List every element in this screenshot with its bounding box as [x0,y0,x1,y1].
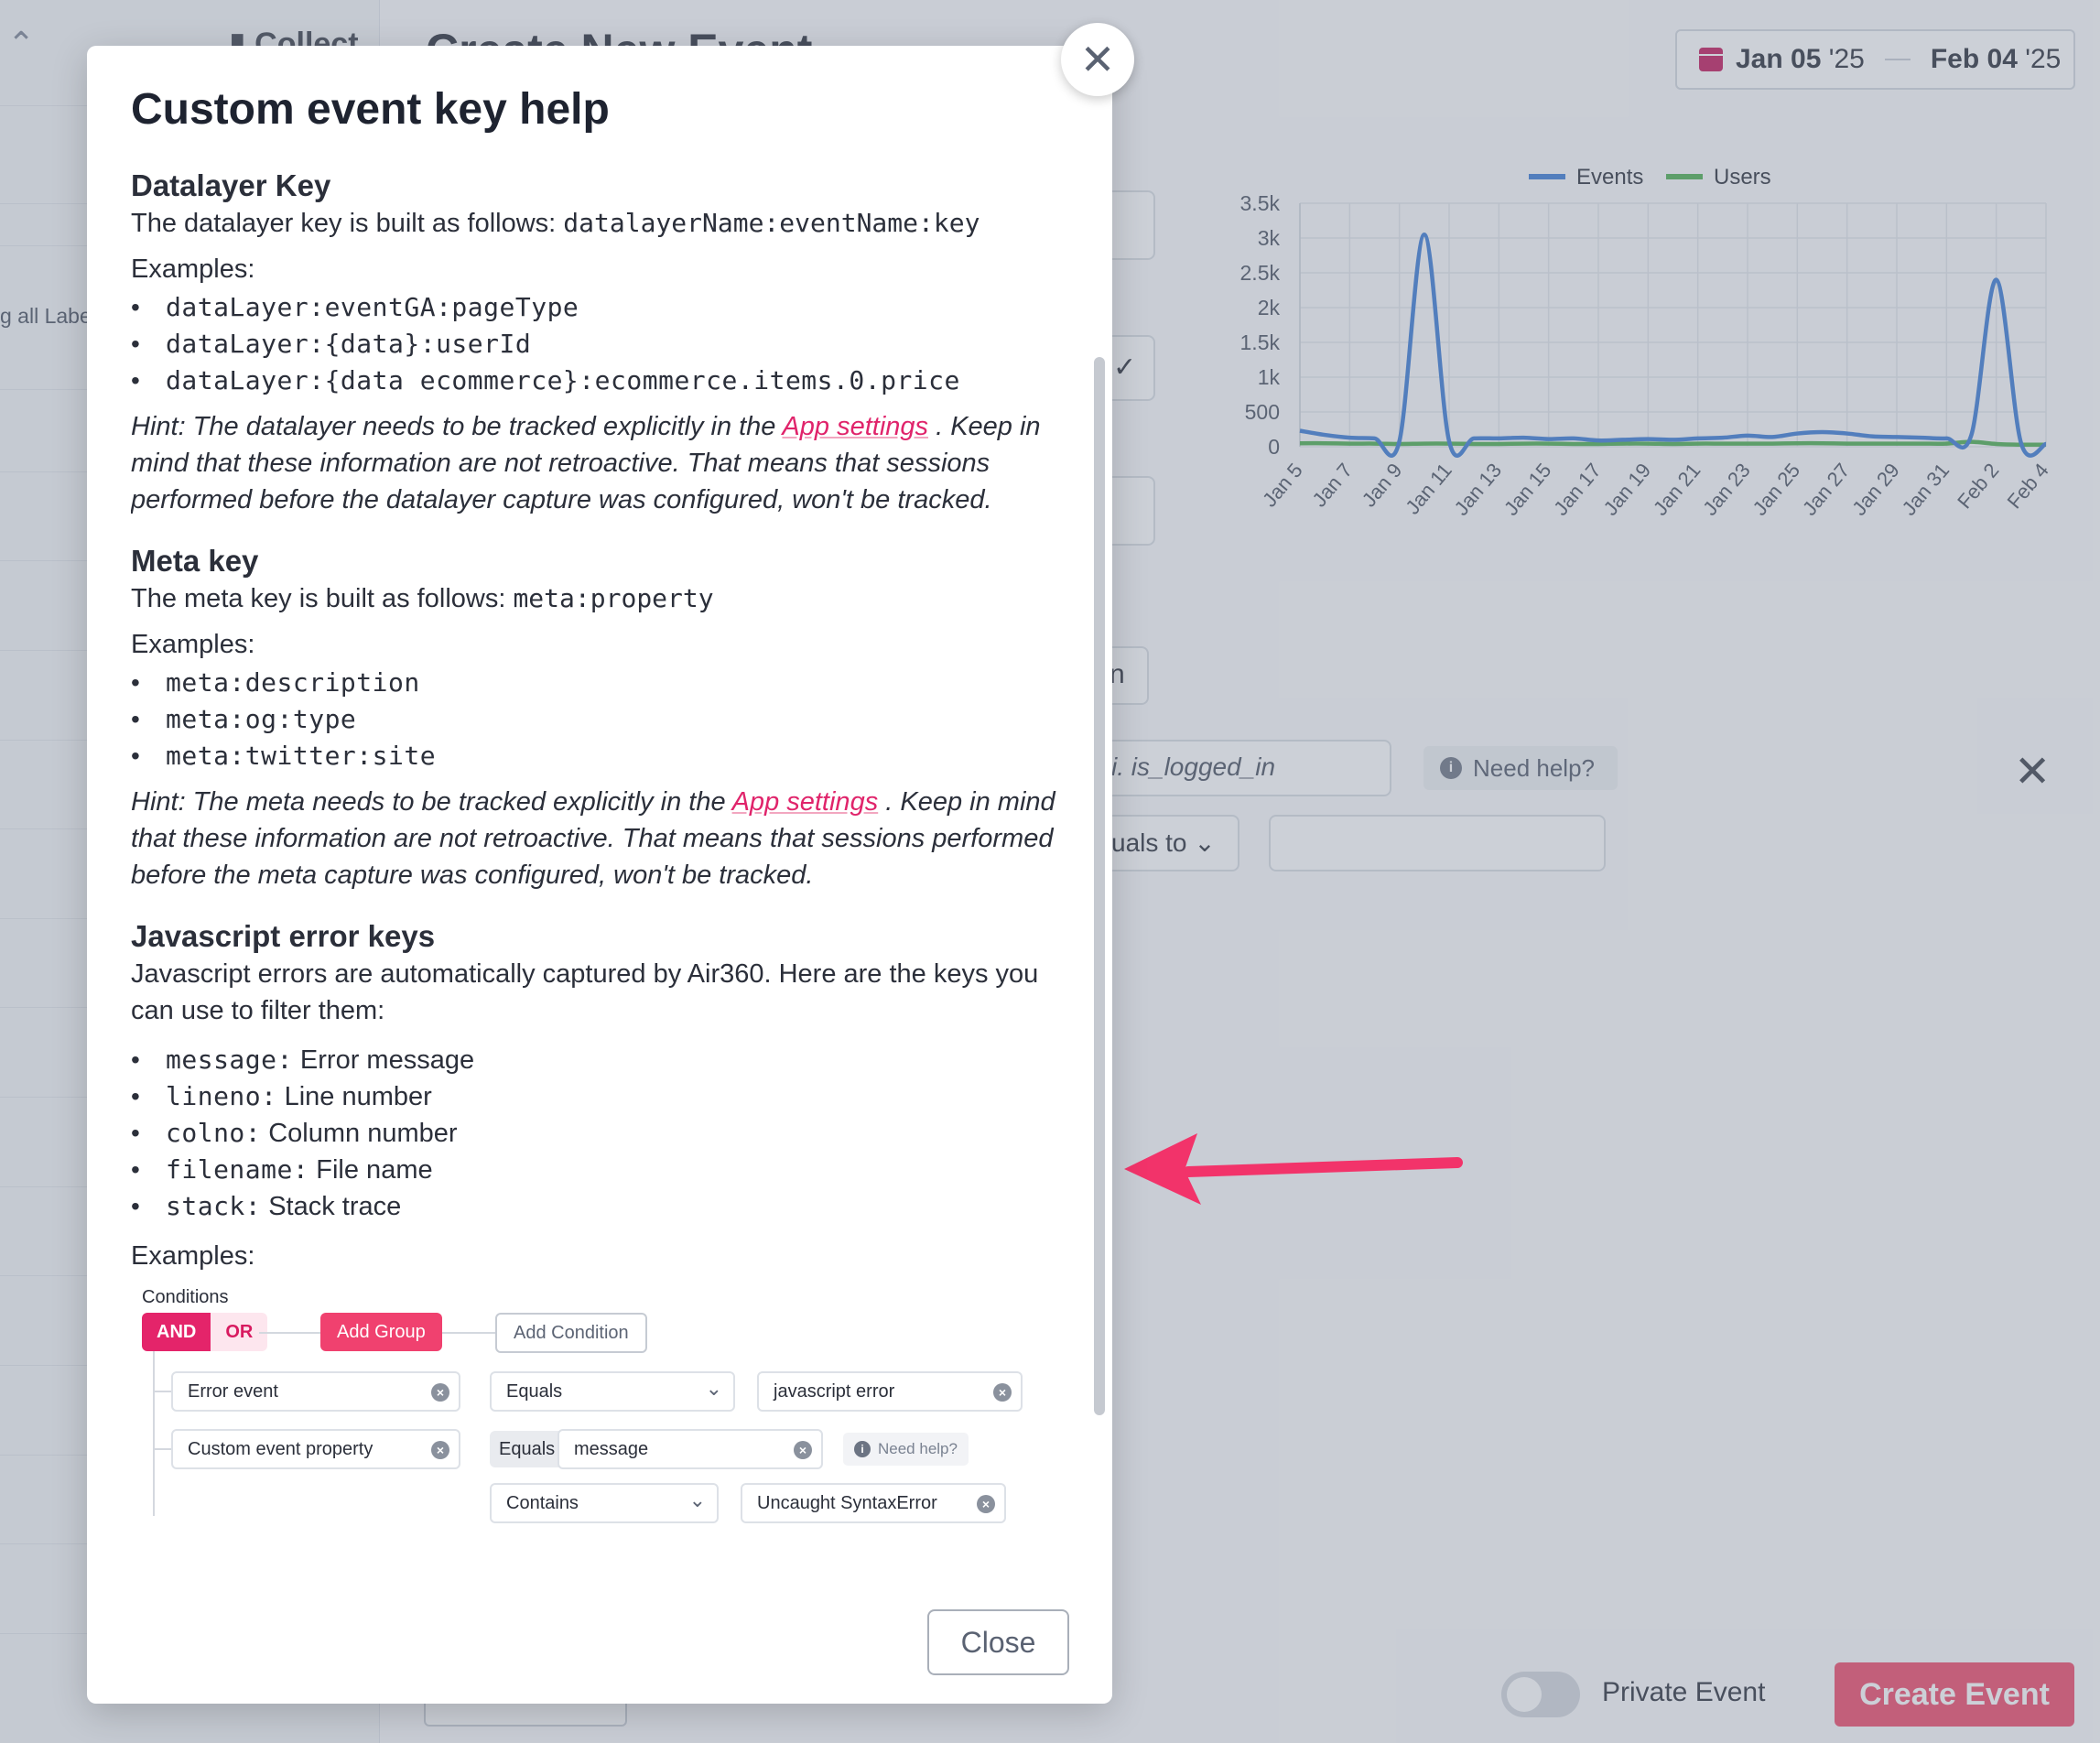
list-item: lineno: Line number [131,1078,1065,1115]
private-event-label: Private Event [1602,1677,1766,1707]
help-modal: Custom event key help Datalayer Key The … [87,46,1112,1704]
datalayer-intro: The datalayer key is built as follows: d… [131,208,980,238]
y-tick-label: 0 [1268,435,1280,459]
list-item: meta:twitter:site [131,738,1065,774]
list-item: filename: File name [131,1152,1065,1188]
operator-select: Equals ⌄ [490,1371,735,1412]
list-item: dataLayer:{data}:userId [131,326,1065,363]
modal-body: Datalayer Key The datalayer key is built… [131,167,1065,1579]
chevron-down-icon: ⌄ [705,1377,722,1400]
close-button[interactable]: Close [927,1609,1069,1675]
chevron-down-icon: ⌄ [688,1489,706,1511]
sort-chevrons-icon[interactable]: ⌃ [7,25,36,62]
annotation-arrow-icon [1124,1133,1463,1205]
field-select: Error event × [171,1371,460,1412]
datalayer-heading: Datalayer Key [131,168,331,202]
jserror-keys: message: Error message lineno: Line numb… [131,1042,1065,1225]
and-or-toggle: AND OR [142,1313,268,1351]
connector-line [153,1448,171,1450]
need-help-button: i Need help? [843,1433,969,1466]
close-icon[interactable]: ✕ [1061,23,1134,96]
meta-hint: Hint: The meta needs to be tracked expli… [131,787,1055,890]
datalayer-examples-label: Examples: [131,254,255,284]
list-item: meta:description [131,665,1065,701]
y-tick-label: 2.5k [1240,261,1281,285]
scrollbar-thumb[interactable] [1094,357,1105,1415]
clear-icon: × [431,1383,449,1402]
y-tick-label: 500 [1245,400,1280,424]
meta-examples: meta:description meta:og:type meta:twitt… [131,665,1065,774]
info-icon: i [1440,757,1462,779]
value-input: javascript error × [757,1371,1023,1412]
create-event-button[interactable]: Create Event [1835,1662,2074,1727]
clear-icon: × [794,1441,812,1459]
clear-icon: × [977,1495,995,1513]
modal-title: Custom event key help [131,85,610,134]
jserror-intro: Javascript errors are automatically capt… [131,959,1039,1025]
list-item: stack: Stack trace [131,1188,1065,1225]
legend-label: Users [1714,165,1771,189]
meta-heading: Meta key [131,544,259,578]
value-input: Uncaught SyntaxError × [741,1483,1006,1523]
list-item: dataLayer:{data ecommerce}:ecommerce.ite… [131,363,1065,399]
example-conditions-screenshot: Conditions AND OR Add Group Add Conditio… [131,1287,1065,1523]
jserror-heading: Javascript error keys [131,919,436,953]
events-users-chart: 0 500 1k 1.5k 2k 2.5k 3k 3.5k Jan 5 Jan 7 Jan 9 Jan… [1208,151,2069,554]
app-settings-link[interactable]: App settings [782,412,929,441]
connector-line [259,1332,320,1334]
value-input: message × [557,1429,823,1469]
jserror-examples-label: Examples: [131,1241,255,1271]
remove-condition-icon[interactable]: ✕ [2014,748,2051,796]
operator-pill: Equals [490,1431,565,1467]
y-tick-label: 3k [1258,226,1281,250]
meta-intro: The meta key is built as follows: meta:p… [131,583,714,613]
legend-label: Events [1576,165,1643,189]
conditions-label: Conditions [142,1287,229,1307]
list-item: message: Error message [131,1042,1065,1078]
or-button: OR [211,1313,268,1351]
y-tick-label: 1.5k [1240,330,1281,354]
meta-format: meta:property [513,583,714,613]
list-item: colno: Column number [131,1115,1065,1152]
list-item: dataLayer:eventGA:pageType [131,289,1065,326]
connector-line [442,1332,495,1334]
calendar-icon [1699,48,1723,71]
y-tick-label: 1k [1258,365,1281,389]
field-select: Custom event property × [171,1429,460,1469]
info-icon: i [854,1441,871,1457]
need-help-button[interactable]: i Need help? [1423,746,1618,790]
meta-examples-label: Examples: [131,630,255,659]
operator-select: Contains ⌄ [490,1483,719,1523]
series-line-events [1299,232,2048,458]
datalayer-format: datalayerName:eventName:key [563,208,980,238]
y-tick-label: 2k [1258,296,1281,319]
date-end: Feb 04 '25 [1930,44,2062,74]
clear-icon: × [431,1441,449,1459]
series-line-users [1299,439,2047,448]
app-settings-link[interactable]: App settings [731,787,879,817]
sidebar-label: g all Labe [0,304,92,328]
connector-line [153,1391,171,1392]
clear-icon: × [993,1383,1012,1402]
value-input[interactable] [1269,815,1606,872]
date-separator [1884,59,1911,60]
date-start: Jan 05 '25 [1736,44,1865,74]
datalayer-examples: dataLayer:eventGA:pageType dataLayer:{da… [131,289,1065,399]
private-event-toggle[interactable] [1501,1672,1580,1717]
chevron-down-icon: ⌄ [1194,828,1216,857]
y-tick-label: 3.5k [1240,191,1281,215]
datalayer-hint: Hint: The datalayer needs to be tracked … [131,412,1041,514]
add-condition-button: Add Condition [495,1313,647,1353]
date-range-picker[interactable]: Jan 05 '25 Feb 04 '25 [1675,29,2075,90]
and-button: AND [142,1313,211,1351]
list-item: meta:og:type [131,701,1065,738]
connector-line [153,1351,155,1516]
add-group-button: Add Group [320,1313,442,1351]
